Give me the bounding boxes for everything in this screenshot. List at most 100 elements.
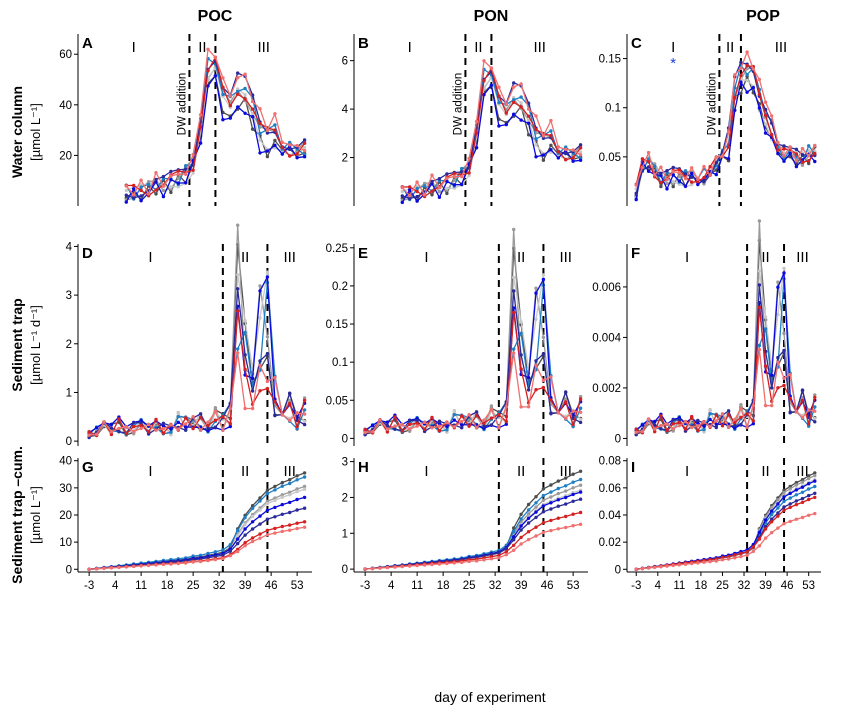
- panel-f-series-6-point-20: [757, 283, 762, 287]
- panel-h-letter: H: [358, 459, 369, 476]
- panel-a-series-5-point-11: [206, 84, 210, 88]
- panel-i-series-8-point-20: [757, 544, 762, 548]
- panel-g-series-line-4: [89, 476, 305, 570]
- panel-c-series-7-point-28: [807, 159, 811, 163]
- panel-g-ytick-label-3: 30: [59, 483, 72, 495]
- panel-g-series-6-point-21: [243, 533, 247, 537]
- panel-g-series-7-point-25: [273, 526, 277, 531]
- panel-a-series-6-point-15: [236, 71, 240, 75]
- panel-c-series-7-point-2: [646, 160, 651, 164]
- panel-a-series-8-point-13: [221, 76, 225, 80]
- panel-i-series-7-point-21: [763, 527, 768, 531]
- panel-e-series-2-point-23: [534, 286, 538, 290]
- panel-b-series-5-point-6: [445, 179, 449, 184]
- panel-d-series-6-point-10: [161, 421, 166, 425]
- panel-d-series-line-5: [88, 276, 306, 434]
- panel-g-series-8-point-28: [295, 526, 299, 531]
- panel-f-series-7-point-5: [665, 429, 669, 433]
- panel-f-series-8-point-26: [794, 410, 799, 414]
- panel-b-series-8-point-24: [578, 153, 583, 157]
- panel-f-series-7-point-13: [714, 413, 718, 417]
- panel-h-series-8-point-19: [504, 553, 508, 557]
- panel-f-series-7-point-24: [782, 383, 786, 388]
- panel-d-ytick-label-0: 0: [66, 436, 72, 448]
- panel-f-series-line-2: [635, 220, 816, 433]
- panel-e-series-7-point-24: [541, 385, 546, 390]
- panel-h-series-6-point-20: [512, 538, 516, 542]
- panel-f-series-6-point-6: [671, 418, 675, 422]
- panel-d-series-8-point-17: [213, 409, 218, 414]
- panel-c-series-5-point-17: [739, 80, 743, 84]
- panel-e-series-5-point-23: [534, 291, 538, 295]
- panel-d-series-6-point-24: [265, 352, 270, 356]
- panel-a-series-8-point-14: [228, 94, 232, 98]
- panel-c-series-6-point-4: [659, 171, 663, 175]
- panel-h-series-8-point-24: [541, 530, 546, 535]
- panel-g-series-6-point-27: [288, 510, 292, 515]
- panel-d-series-6-point-23: [258, 359, 262, 363]
- panel-b-phase-label-1: II: [474, 39, 482, 56]
- panel-a-series-3-point-6: [169, 185, 173, 189]
- panel-c-series-8-point-13: [714, 155, 718, 159]
- panel-d-series-7-point-21: [243, 367, 247, 372]
- panel-b-series-4-point-15: [512, 98, 516, 102]
- panel-i-series-8-point-26: [794, 517, 799, 521]
- panel-f-series-3-point-23: [776, 312, 780, 317]
- panel-e-series-7-point-13: [460, 414, 464, 418]
- panel-f-series-3-point-21: [763, 315, 768, 319]
- panel-b-ytick-label-1: 4: [342, 104, 349, 116]
- panel-c-series-line-7: [635, 64, 816, 185]
- panel-h-series-4-point-24: [541, 493, 546, 498]
- panel-h-series-8-point-21: [519, 542, 523, 546]
- panel-g-series-3-point-21: [243, 522, 247, 527]
- panel-h-ytick-label-0: 0: [342, 564, 348, 576]
- panel-g-series-8-point-20: [236, 549, 240, 554]
- panel-a-series-4-point-15: [236, 89, 240, 94]
- panel-a-series-8-point-7: [176, 172, 180, 176]
- panel-a-series-6-point-2: [139, 194, 143, 198]
- panel-c-series-8-point-0: [634, 183, 638, 187]
- panel-a-series-6-point-0: [124, 193, 128, 197]
- panel-i-series-4-point-27: [800, 490, 805, 494]
- panel-g-series-8-point-9: [154, 563, 158, 567]
- panel-d-series-7-point-24: [265, 386, 270, 391]
- panel-f-series-7-point-7: [677, 421, 681, 425]
- panel-g-phase-label-1: II: [241, 463, 249, 480]
- panel-g-series-8-point-1: [94, 567, 99, 571]
- panel-c-series-7-point-18: [745, 63, 749, 68]
- panel-a-series-5-point-0: [124, 200, 128, 204]
- panel-a-series-5-point-1: [132, 187, 136, 191]
- panel-b-series-1-point-17: [526, 133, 531, 137]
- panel-e-series-7-point-4: [393, 415, 397, 419]
- panel-h-xtick-label-7: 46: [541, 580, 554, 592]
- panel-b-series-5-point-21: [556, 156, 560, 160]
- panel-b-series-7-point-23: [571, 156, 575, 160]
- panel-a-series-5-point-21: [280, 152, 284, 156]
- panel-a-series-4-point-18: [258, 131, 262, 136]
- panel-f-series-4-point-29: [813, 405, 817, 409]
- panel-a-series-4-point-8: [184, 164, 188, 168]
- panel-c-series-5-point-15: [726, 157, 731, 161]
- panel-f-series-8-point-6: [671, 427, 675, 431]
- panel-g-series-8-point-17: [213, 557, 218, 562]
- panel-b-series-7-point-13: [497, 94, 501, 98]
- panel-a-series-8-point-0: [124, 184, 128, 188]
- panel-a-series-4-point-16: [243, 86, 247, 91]
- panel-b-series-7-point-10: [474, 131, 479, 135]
- panel-h-xtick-label-2: 11: [411, 580, 423, 592]
- panel-h-series-2-point-28: [571, 486, 575, 490]
- panel-f-series-8-point-20: [757, 347, 762, 352]
- panel-e-ytick-label-2: 0.1: [332, 357, 348, 369]
- panel-i-series-6-point-23: [776, 511, 780, 515]
- panel-a-series-7-point-2: [139, 188, 143, 193]
- panel-a-series-3-point-9: [191, 171, 195, 175]
- panel-d-series-8-point-9: [154, 428, 158, 432]
- panel-a-series-5-point-24: [302, 155, 307, 159]
- panel-b-series-8-point-2: [415, 180, 419, 184]
- panel-e-series-8-point-28: [571, 409, 575, 413]
- panel-b-series-8-point-17: [526, 107, 531, 111]
- panel-h-xtick-label-6: 39: [515, 580, 528, 592]
- panel-i-series-2-point-26: [794, 483, 799, 487]
- panel-c-series-6-point-8: [683, 172, 688, 176]
